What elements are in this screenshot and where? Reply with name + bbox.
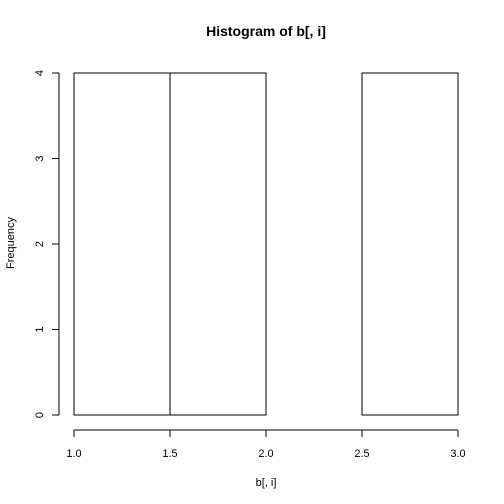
y-axis: 0 1 2 3 4 bbox=[34, 70, 60, 418]
histogram-bar-4 bbox=[361, 72, 459, 416]
y-tick-label-5: 4 bbox=[34, 70, 46, 76]
x-tick-label-3: 2.0 bbox=[258, 448, 273, 460]
x-tick-label-4: 2.5 bbox=[354, 448, 369, 460]
y-tick-label-3: 2 bbox=[34, 241, 46, 247]
y-tick-label-1: 0 bbox=[34, 412, 46, 418]
x-axis: 1.0 1.5 2.0 2.5 3.0 bbox=[66, 429, 466, 460]
chart-title: Histogram of b[, i] bbox=[206, 23, 326, 39]
x-tick-label-5: 3.0 bbox=[450, 448, 465, 460]
x-tick-label-1: 1.0 bbox=[66, 448, 81, 460]
y-tick-label-4: 3 bbox=[34, 155, 46, 161]
x-tick-label-2: 1.5 bbox=[162, 448, 177, 460]
y-axis-label: Frequency bbox=[5, 217, 17, 269]
histogram-bar-2 bbox=[169, 72, 267, 416]
x-axis-label: b[, i] bbox=[256, 477, 277, 489]
y-tick-label-2: 1 bbox=[34, 326, 46, 332]
histogram-bar-1 bbox=[73, 72, 171, 416]
bars-group bbox=[73, 72, 459, 416]
